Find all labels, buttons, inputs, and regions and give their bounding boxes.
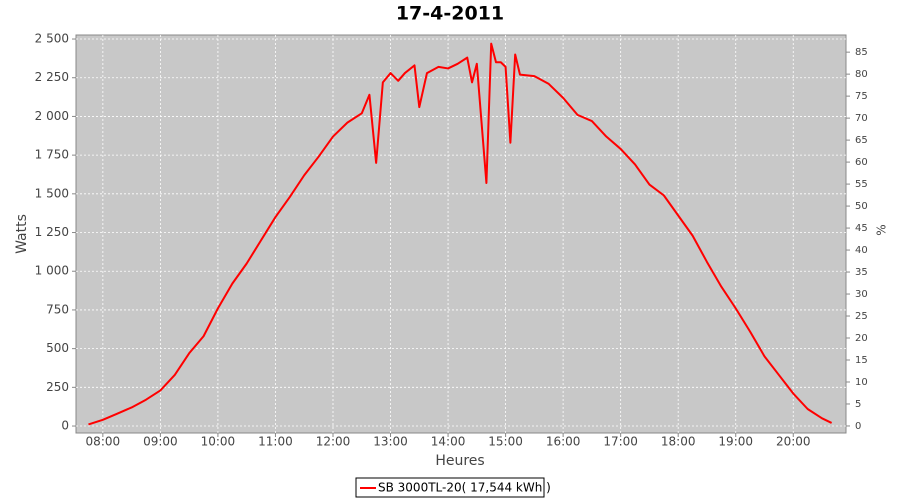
y2-tick-label: 45 bbox=[855, 223, 868, 234]
line bbox=[88, 42, 833, 426]
y2-tick-label: 0 bbox=[855, 421, 861, 432]
x-tick-label: 15:00 bbox=[488, 435, 523, 449]
x-tick-label: 19:00 bbox=[718, 435, 753, 449]
x-tick-label: 12:00 bbox=[316, 435, 351, 449]
y-tick-label: 0 bbox=[61, 419, 69, 433]
y2-tick-label: 10 bbox=[855, 377, 868, 388]
y2-tick-label: 55 bbox=[855, 179, 868, 190]
legend bbox=[355, 477, 545, 498]
y2-tick-label: 80 bbox=[855, 69, 868, 80]
x-tick-label: 08:00 bbox=[86, 435, 121, 449]
legend-label: SB 3000TL-20( 17,544 kWh ) bbox=[378, 481, 551, 495]
x-tick-label: 13:00 bbox=[373, 435, 408, 449]
y2-tick-label: 15 bbox=[855, 355, 868, 366]
y2-tick-label: 5 bbox=[855, 399, 861, 410]
y2-tick-label: 25 bbox=[855, 311, 868, 322]
y2-tick-label: 50 bbox=[855, 201, 868, 212]
y2-tick-label: 60 bbox=[855, 157, 868, 168]
x-tick-label: 20:00 bbox=[776, 435, 811, 449]
chart-title: 17-4-2011 bbox=[396, 3, 504, 25]
y2-tick-label: 70 bbox=[855, 113, 868, 124]
y2-tick-label: 85 bbox=[855, 47, 868, 58]
y-tick-label: 2 000 bbox=[35, 109, 69, 123]
y-tick-label: 1 750 bbox=[35, 148, 69, 162]
y2-tick-label: 75 bbox=[855, 91, 868, 102]
x-tick-label: 09:00 bbox=[143, 435, 178, 449]
x-tick-label: 16:00 bbox=[546, 435, 581, 449]
y-tick-label: 1 250 bbox=[35, 225, 69, 239]
x-tick-label: 17:00 bbox=[603, 435, 638, 449]
y-tick-label: 1 000 bbox=[35, 264, 69, 278]
y-axis-label: Watts bbox=[14, 214, 30, 254]
y2-tick-label: 20 bbox=[855, 333, 868, 344]
x-tick-label: 10:00 bbox=[201, 435, 236, 449]
x-axis-label: Heures bbox=[435, 453, 484, 469]
y-tick-label: 2 500 bbox=[35, 32, 69, 46]
plot-area bbox=[75, 34, 847, 434]
y2-tick-label: 65 bbox=[855, 135, 868, 146]
y-tick-label: 750 bbox=[46, 302, 69, 316]
y-tick-label: 1 500 bbox=[35, 186, 69, 200]
y-tick-label: 250 bbox=[46, 380, 69, 394]
y2-axis-label: % bbox=[875, 224, 889, 235]
y2-tick-label: 35 bbox=[855, 267, 868, 278]
y2-tick-label: 30 bbox=[855, 289, 868, 300]
x-tick-label: 14:00 bbox=[431, 435, 466, 449]
x-tick-label: 18:00 bbox=[661, 435, 696, 449]
y-tick-label: 2 250 bbox=[35, 70, 69, 84]
x-tick-label: 11:00 bbox=[258, 435, 293, 449]
y-tick-label: 500 bbox=[46, 341, 69, 355]
y2-tick-label: 40 bbox=[855, 245, 868, 256]
